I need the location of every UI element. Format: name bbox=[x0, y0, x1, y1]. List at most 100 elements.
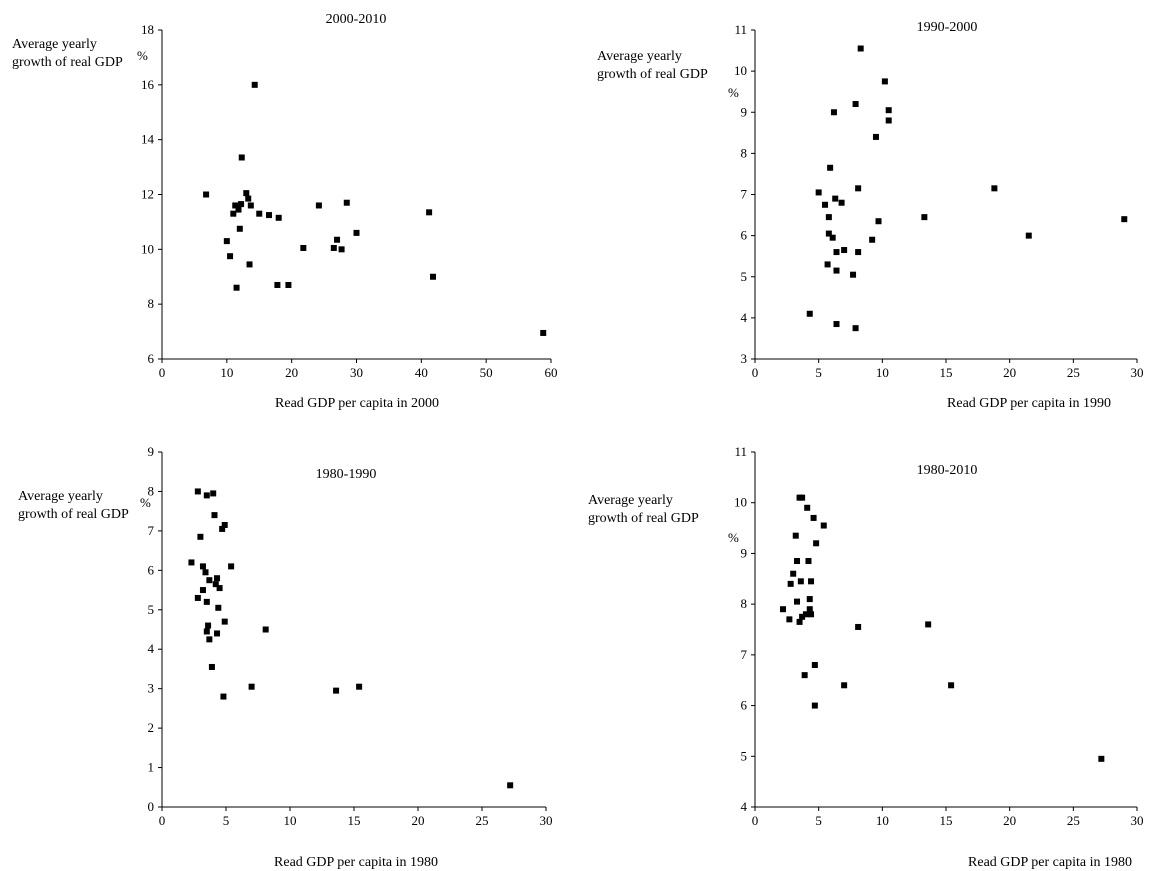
data-point bbox=[806, 310, 813, 317]
y-tick-label: 8 bbox=[741, 596, 748, 611]
data-point bbox=[197, 533, 204, 540]
data-point bbox=[808, 611, 815, 618]
data-point bbox=[215, 604, 222, 611]
y-tick-label: 5 bbox=[741, 269, 748, 284]
data-point bbox=[216, 585, 223, 592]
data-point bbox=[1121, 216, 1128, 223]
y-axis-label: Average yearly growth of real GDP bbox=[12, 37, 123, 70]
data-point bbox=[824, 261, 831, 268]
x-tick-label: 30 bbox=[350, 365, 363, 380]
y-axis-unit: % bbox=[140, 495, 151, 510]
y-tick-label: 6 bbox=[741, 698, 748, 713]
y-tick-label: 8 bbox=[148, 296, 155, 311]
data-point bbox=[815, 189, 822, 196]
data-point bbox=[799, 613, 806, 620]
y-tick-label: 3 bbox=[148, 681, 155, 696]
data-point bbox=[236, 225, 243, 232]
data-point bbox=[356, 683, 363, 690]
data-point bbox=[841, 247, 848, 254]
data-point bbox=[228, 563, 235, 570]
data-point bbox=[833, 267, 840, 274]
y-tick-label: 9 bbox=[741, 104, 748, 119]
data-point bbox=[246, 261, 253, 268]
data-point bbox=[829, 234, 836, 241]
y-tick-label: 8 bbox=[741, 145, 748, 160]
x-tick-label: 10 bbox=[876, 365, 889, 380]
data-point bbox=[804, 504, 811, 511]
y-tick-label: 14 bbox=[141, 132, 155, 147]
data-point bbox=[822, 201, 829, 208]
data-point bbox=[203, 628, 210, 635]
data-point bbox=[811, 702, 818, 709]
x-tick-label: 0 bbox=[752, 813, 759, 828]
y-tick-label: 7 bbox=[741, 187, 748, 202]
data-point bbox=[210, 490, 217, 497]
data-point bbox=[330, 244, 337, 251]
data-point bbox=[256, 210, 263, 217]
x-tick-label: 25 bbox=[476, 813, 489, 828]
x-tick-label: 5 bbox=[815, 365, 822, 380]
data-point bbox=[796, 618, 803, 625]
y-tick-label: 3 bbox=[741, 351, 748, 366]
data-point bbox=[850, 271, 857, 278]
data-point bbox=[855, 623, 862, 630]
y-tick-label: 10 bbox=[734, 63, 747, 78]
data-point bbox=[786, 616, 793, 623]
data-point bbox=[885, 117, 892, 124]
data-point bbox=[810, 514, 817, 521]
chart-title: 1980-1990 bbox=[315, 467, 377, 482]
x-axis-label: Read GDP per capita in 2000 bbox=[275, 396, 439, 411]
data-point bbox=[353, 229, 360, 236]
x-tick-label: 5 bbox=[223, 813, 230, 828]
y-tick-label: 9 bbox=[741, 545, 748, 560]
y-tick-label: 11 bbox=[734, 22, 747, 37]
data-point bbox=[787, 580, 794, 587]
y-tick-label: 16 bbox=[141, 77, 155, 92]
data-point bbox=[223, 238, 230, 245]
data-point bbox=[315, 202, 322, 209]
data-point bbox=[238, 154, 245, 161]
data-point bbox=[214, 630, 221, 637]
y-tick-label: 4 bbox=[148, 641, 155, 656]
x-tick-label: 30 bbox=[1131, 813, 1144, 828]
data-point bbox=[208, 663, 215, 670]
x-tick-label: 20 bbox=[1003, 813, 1016, 828]
data-point bbox=[875, 218, 882, 225]
x-tick-label: 15 bbox=[940, 365, 953, 380]
y-axis-label: Average yearly growth of real GDP bbox=[588, 493, 699, 526]
data-point bbox=[832, 195, 839, 202]
y-axis-label: Average yearly growth of real GDP bbox=[597, 49, 708, 82]
data-point bbox=[235, 206, 242, 213]
data-point bbox=[262, 626, 269, 633]
data-point bbox=[1025, 232, 1032, 239]
y-tick-label: 7 bbox=[148, 523, 155, 538]
data-point bbox=[333, 687, 340, 694]
y-tick-label: 18 bbox=[141, 22, 154, 37]
data-point bbox=[274, 281, 281, 288]
data-point bbox=[507, 782, 514, 789]
y-tick-label: 7 bbox=[741, 647, 748, 662]
data-point bbox=[245, 195, 252, 202]
data-point bbox=[203, 598, 210, 605]
y-tick-label: 1 bbox=[148, 760, 155, 775]
data-point bbox=[825, 214, 832, 221]
data-point bbox=[855, 185, 862, 192]
data-point bbox=[794, 598, 801, 605]
data-point bbox=[220, 693, 227, 700]
x-tick-label: 10 bbox=[284, 813, 297, 828]
data-point bbox=[869, 236, 876, 243]
data-point bbox=[841, 682, 848, 689]
data-point bbox=[194, 594, 201, 601]
data-point bbox=[830, 109, 837, 116]
y-tick-label: 10 bbox=[141, 241, 154, 256]
data-point bbox=[948, 682, 955, 689]
data-point bbox=[430, 273, 437, 280]
x-tick-label: 30 bbox=[1131, 365, 1144, 380]
data-point bbox=[206, 636, 213, 643]
data-point bbox=[221, 521, 228, 528]
data-point bbox=[855, 249, 862, 256]
y-tick-label: 6 bbox=[741, 228, 748, 243]
data-point bbox=[338, 246, 345, 253]
data-point bbox=[212, 581, 219, 588]
